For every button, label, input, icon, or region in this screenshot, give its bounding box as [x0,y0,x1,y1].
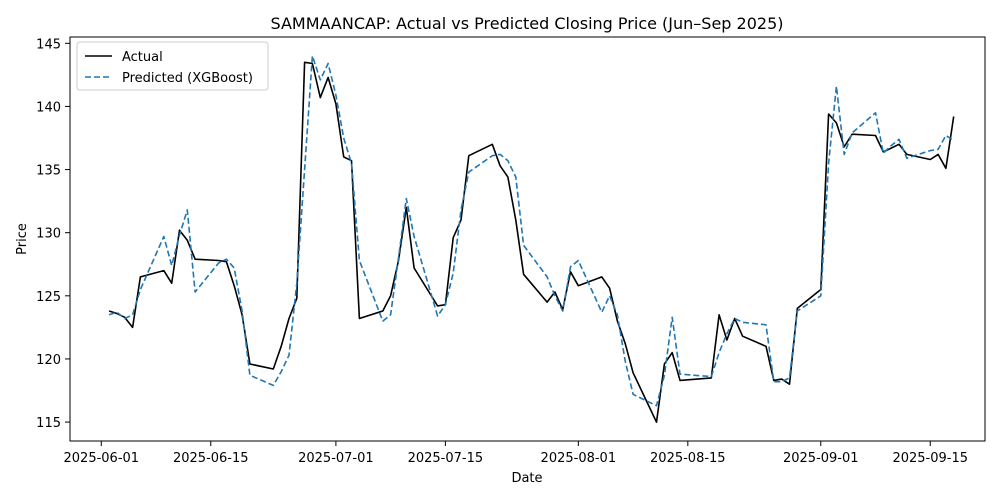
x-tick-label: 2025-07-01 [298,451,374,466]
legend-label-predicted: Predicted (XGBoost) [122,71,253,86]
x-tick-label: 2025-09-01 [783,451,859,466]
legend-label-actual: Actual [122,50,163,65]
x-tick-label: 2025-07-15 [408,451,484,466]
series-line-predicted [108,55,955,407]
series-line-actual [108,61,955,423]
legend-box [76,41,269,91]
y-axis: 115 120 125 130 135 140 145 [36,37,70,431]
plot-area: 2025-06-01 2025-06-15 2025-07-01 2025-07-15… [36,36,986,466]
legend: Actual Predicted (XGBoost) [76,41,269,91]
x-axis: 2025-06-01 2025-06-15 2025-07-01 2025-07-15… [64,441,968,466]
x-axis-title: Date [511,471,542,486]
y-tick-label: 135 [36,164,61,179]
y-axis-title: Price [15,223,30,255]
x-tick-label: 2025-08-15 [650,451,726,466]
x-tick-label: 2025-08-01 [541,451,617,466]
y-tick-label: 115 [36,416,61,431]
x-tick-label: 2025-09-15 [892,451,968,466]
y-tick-label: 140 [36,100,61,115]
y-tick-label: 130 [36,227,61,242]
plot-frame [69,36,986,442]
x-tick-label: 2025-06-01 [64,451,140,466]
y-tick-label: 145 [36,37,61,52]
y-tick-label: 120 [36,353,61,368]
x-tick-label: 2025-06-15 [173,451,249,466]
chart-title: SAMMAANCAP: Actual vs Predicted Closing … [271,14,784,33]
series-layer [108,55,955,423]
y-tick-label: 125 [36,290,61,305]
